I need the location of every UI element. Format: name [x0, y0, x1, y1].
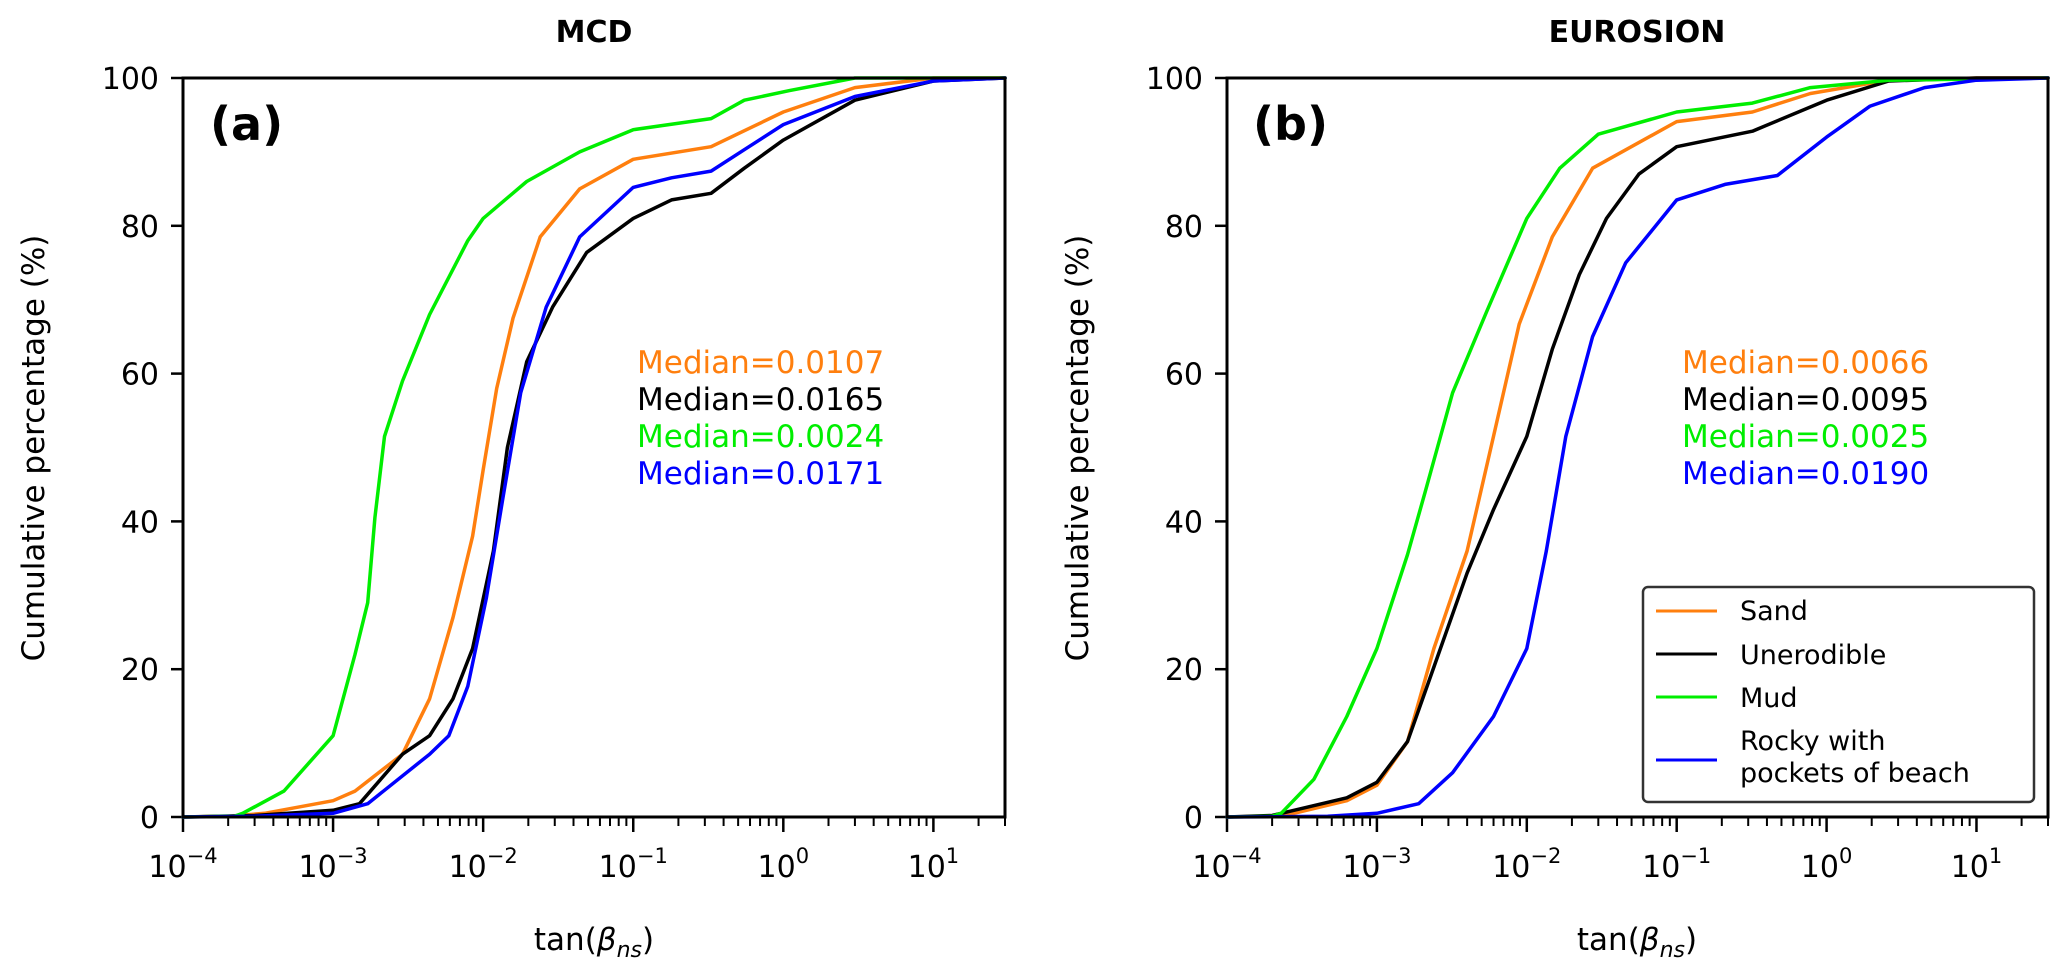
series-line-sand — [181, 76, 1007, 819]
legend-label-unerodible: Unerodible — [1740, 640, 1886, 671]
x-tick-label: 10−3 — [1342, 844, 1411, 885]
x-tick-base: 10 — [299, 850, 337, 885]
legend: Sand Unerodible Mud Rocky with pockets o… — [1641, 585, 2036, 804]
y-axis-label: Cumulative percentage (%) — [16, 235, 52, 662]
x-label-greek: β — [1639, 922, 1660, 958]
x-tick-exponent: 1 — [1989, 844, 2002, 868]
x-tick-exponent: −3 — [1381, 844, 1412, 868]
chart-title: EUROSION — [1549, 15, 1726, 50]
y-axis-label: Cumulative percentage (%) — [1060, 235, 1096, 662]
x-tick-exponent: −2 — [1530, 844, 1561, 868]
plot-frame — [1225, 76, 2050, 819]
curves — [181, 76, 1007, 819]
x-label-sub: ns — [617, 938, 642, 963]
y-tick-label: 40 — [1165, 505, 1203, 540]
x-label-sub: ns — [1660, 938, 1685, 963]
x-label-end: ) — [642, 922, 654, 958]
x-tick-exponent: 1 — [946, 844, 959, 868]
chart-title: MCD — [556, 15, 633, 50]
x-tick-base: 10 — [1801, 850, 1839, 885]
x-axis-label: tan(βns) — [1577, 922, 1697, 963]
legend-label-rocky-line2: pockets of beach — [1740, 758, 1970, 789]
plot-frame — [181, 76, 1007, 819]
y-tick-label: 0 — [1184, 801, 1203, 836]
y-tick-label: 40 — [121, 505, 159, 540]
x-tick-exponent: −4 — [1231, 844, 1262, 868]
x-label-base: tan( — [534, 922, 597, 958]
series-line-sand — [1225, 76, 2050, 819]
median-unerodible: Median=0.0165 — [637, 382, 884, 418]
x-tick-base: 10 — [599, 850, 637, 885]
median-annotations: Median=0.0107 Median=0.0165 Median=0.002… — [637, 345, 884, 492]
x-tick-base: 10 — [1642, 850, 1680, 885]
x-tick-label: 10−2 — [449, 844, 518, 885]
x-tick-label: 100 — [1801, 844, 1853, 885]
x-tick-label: 10−4 — [148, 844, 217, 885]
legend-box — [1641, 585, 2036, 804]
y-tick-label: 80 — [121, 210, 159, 245]
x-tick-label: 10−3 — [299, 844, 368, 885]
x-axis-label: tan(βns) — [534, 922, 654, 963]
y-tick-label: 100 — [102, 62, 159, 97]
x-tick-label: 10−1 — [1642, 844, 1711, 885]
x-tick-base: 10 — [449, 850, 487, 885]
y-tick-label: 20 — [121, 653, 159, 688]
median-sand: Median=0.0066 — [1682, 345, 1929, 381]
x-label-greek: β — [596, 922, 617, 958]
x-tick-label: 10−2 — [1492, 844, 1561, 885]
x-tick-base: 10 — [1951, 850, 1989, 885]
x-tick-exponent: −2 — [487, 844, 518, 868]
x-tick-base: 10 — [148, 850, 186, 885]
legend-label-mud: Mud — [1740, 683, 1798, 714]
median-sand: Median=0.0107 — [637, 345, 884, 381]
median-mud: Median=0.0025 — [1682, 419, 1929, 455]
x-tick-label: 10−4 — [1192, 844, 1261, 885]
curves — [1225, 76, 2050, 819]
panel-label: (b) — [1253, 97, 1328, 151]
x-tick-label: 10−1 — [599, 844, 668, 885]
x-tick-label: 101 — [1951, 844, 2003, 885]
y-tick-label: 60 — [121, 358, 159, 393]
x-tick-base: 10 — [1492, 850, 1530, 885]
x-tick-exponent: 0 — [796, 844, 809, 868]
x-tick-exponent: −1 — [637, 844, 668, 868]
legend-label-sand: Sand — [1740, 596, 1808, 627]
y-tick-label: 80 — [1165, 210, 1203, 245]
median-rocky: Median=0.0190 — [1682, 456, 1929, 492]
median-annotations: Median=0.0066 Median=0.0095 Median=0.002… — [1682, 345, 1929, 492]
x-tick-base: 10 — [758, 850, 796, 885]
y-tick-label: 20 — [1165, 653, 1203, 688]
x-tick-base: 10 — [908, 850, 946, 885]
legend-label-rocky-line1: Rocky with — [1740, 726, 1885, 757]
panel-label: (a) — [210, 97, 283, 151]
x-label-end: ) — [1685, 922, 1697, 958]
x-tick-exponent: −1 — [1680, 844, 1711, 868]
panel-eurosion: EUROSION 10−4 10−3 10−2 10−1 100 101020406080… — [1060, 15, 2050, 963]
series-line-unerodible — [181, 76, 1007, 819]
x-tick-label: 100 — [758, 844, 810, 885]
y-tick-label: 60 — [1165, 358, 1203, 393]
x-tick-exponent: 0 — [1839, 844, 1852, 868]
series-line-mud — [181, 76, 1007, 819]
series-line-rocky — [1225, 76, 2050, 819]
x-tick-label: 101 — [908, 844, 960, 885]
series-line-unerodible — [1225, 76, 2050, 819]
x-tick-base: 10 — [1342, 850, 1380, 885]
y-tick-label: 100 — [1146, 62, 1203, 97]
x-tick-exponent: −3 — [337, 844, 368, 868]
series-line-mud — [1225, 76, 2050, 819]
y-tick-label: 0 — [140, 801, 159, 836]
series-line-rocky — [181, 76, 1007, 819]
x-tick-exponent: −4 — [187, 844, 218, 868]
median-rocky: Median=0.0171 — [637, 456, 884, 492]
median-unerodible: Median=0.0095 — [1682, 382, 1929, 418]
median-mud: Median=0.0024 — [637, 419, 884, 455]
x-label-base: tan( — [1577, 922, 1640, 958]
x-tick-base: 10 — [1192, 850, 1230, 885]
